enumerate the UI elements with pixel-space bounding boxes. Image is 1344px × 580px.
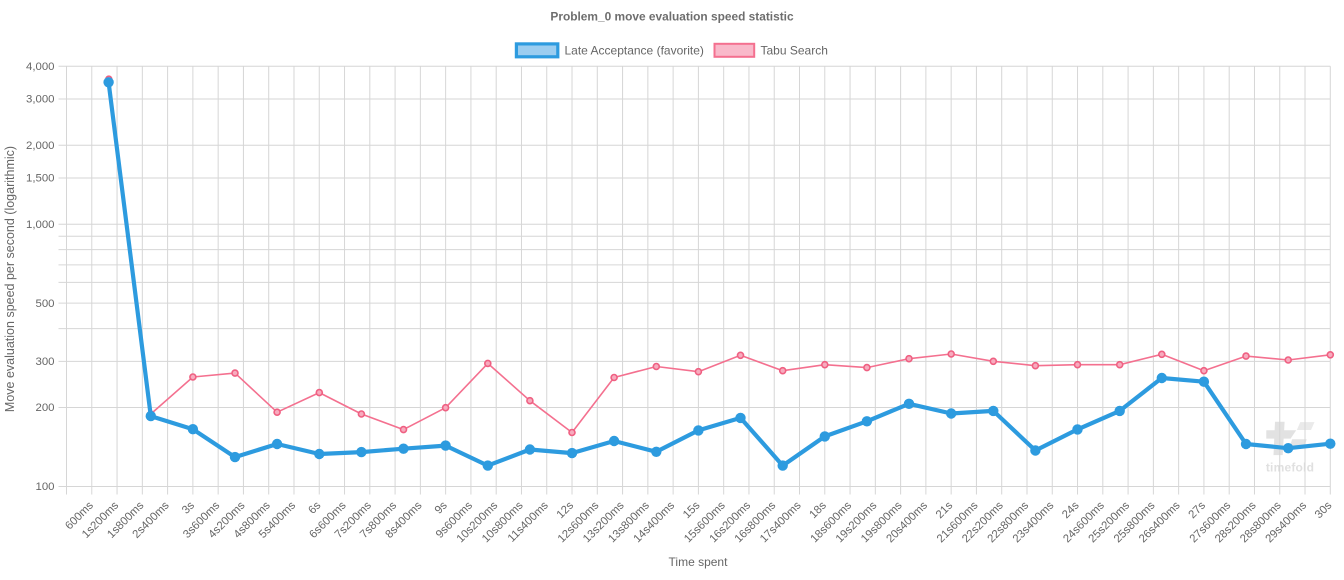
svg-text:Time spent: Time spent — [669, 555, 729, 569]
svg-text:Late Acceptance (favorite): Late Acceptance (favorite) — [565, 44, 704, 58]
svg-text:1,500: 1,500 — [26, 173, 55, 185]
svg-text:3,000: 3,000 — [26, 94, 55, 106]
svg-text:500: 500 — [35, 298, 54, 310]
svg-text:1,000: 1,000 — [26, 219, 55, 231]
svg-text:4,000: 4,000 — [26, 61, 55, 73]
svg-text:100: 100 — [35, 481, 54, 493]
svg-text:200: 200 — [35, 402, 54, 414]
svg-text:timefold: timefold — [1266, 461, 1314, 475]
svg-text:Problem_0 move evaluation spee: Problem_0 move evaluation speed statisti… — [550, 10, 794, 24]
svg-text:300: 300 — [35, 356, 54, 368]
svg-text:Tabu Search: Tabu Search — [761, 44, 828, 58]
svg-text:2,000: 2,000 — [26, 140, 55, 152]
svg-text:Move evaluation speed per seco: Move evaluation speed per second (logari… — [3, 146, 17, 412]
